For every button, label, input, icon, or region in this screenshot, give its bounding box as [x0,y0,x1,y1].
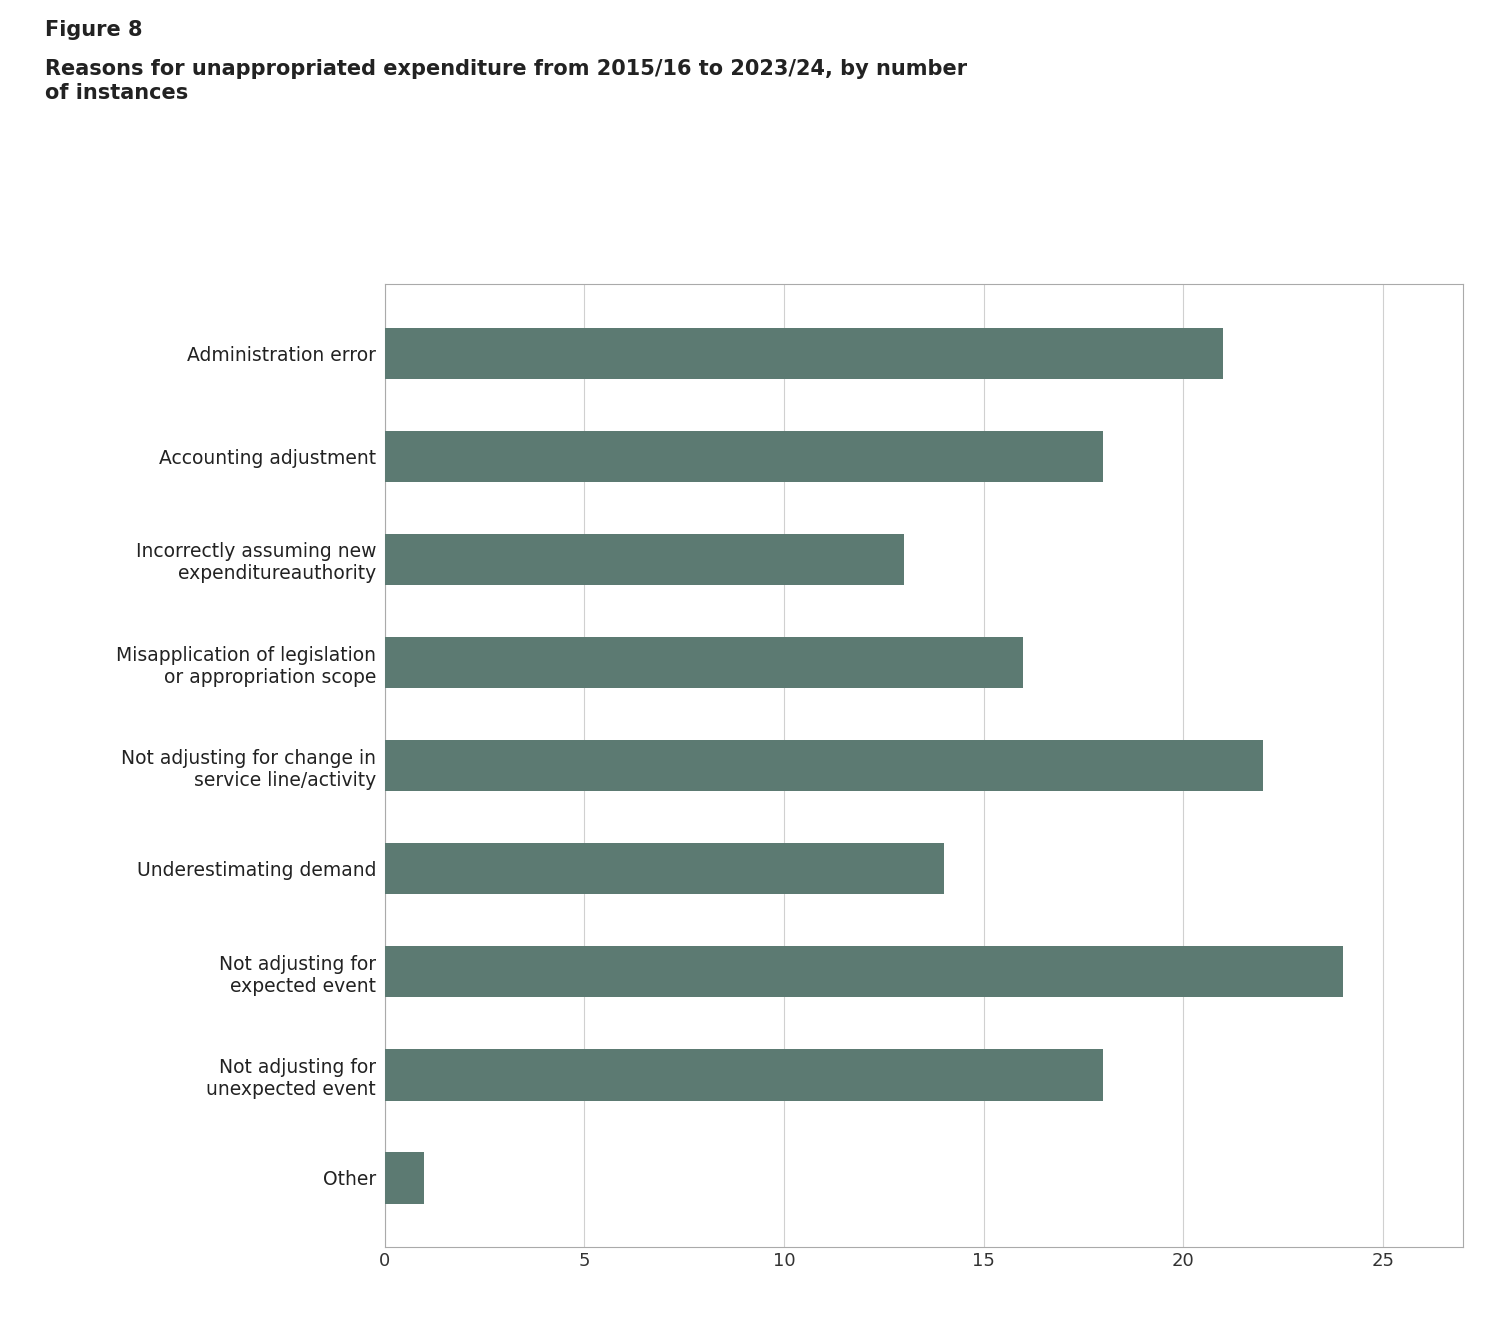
Bar [385,327,1223,379]
Text: Reasons for unappropriated expenditure from 2015/16 to 2023/24, by number
of ins: Reasons for unappropriated expenditure f… [45,59,967,103]
Bar [385,843,944,895]
Bar [385,1152,424,1204]
Bar [385,533,903,585]
Text: Figure 8: Figure 8 [45,20,143,40]
Bar [385,430,1104,482]
Bar [385,946,1344,998]
Bar [385,739,1264,792]
Bar [385,636,1024,688]
Bar [385,1049,1104,1101]
